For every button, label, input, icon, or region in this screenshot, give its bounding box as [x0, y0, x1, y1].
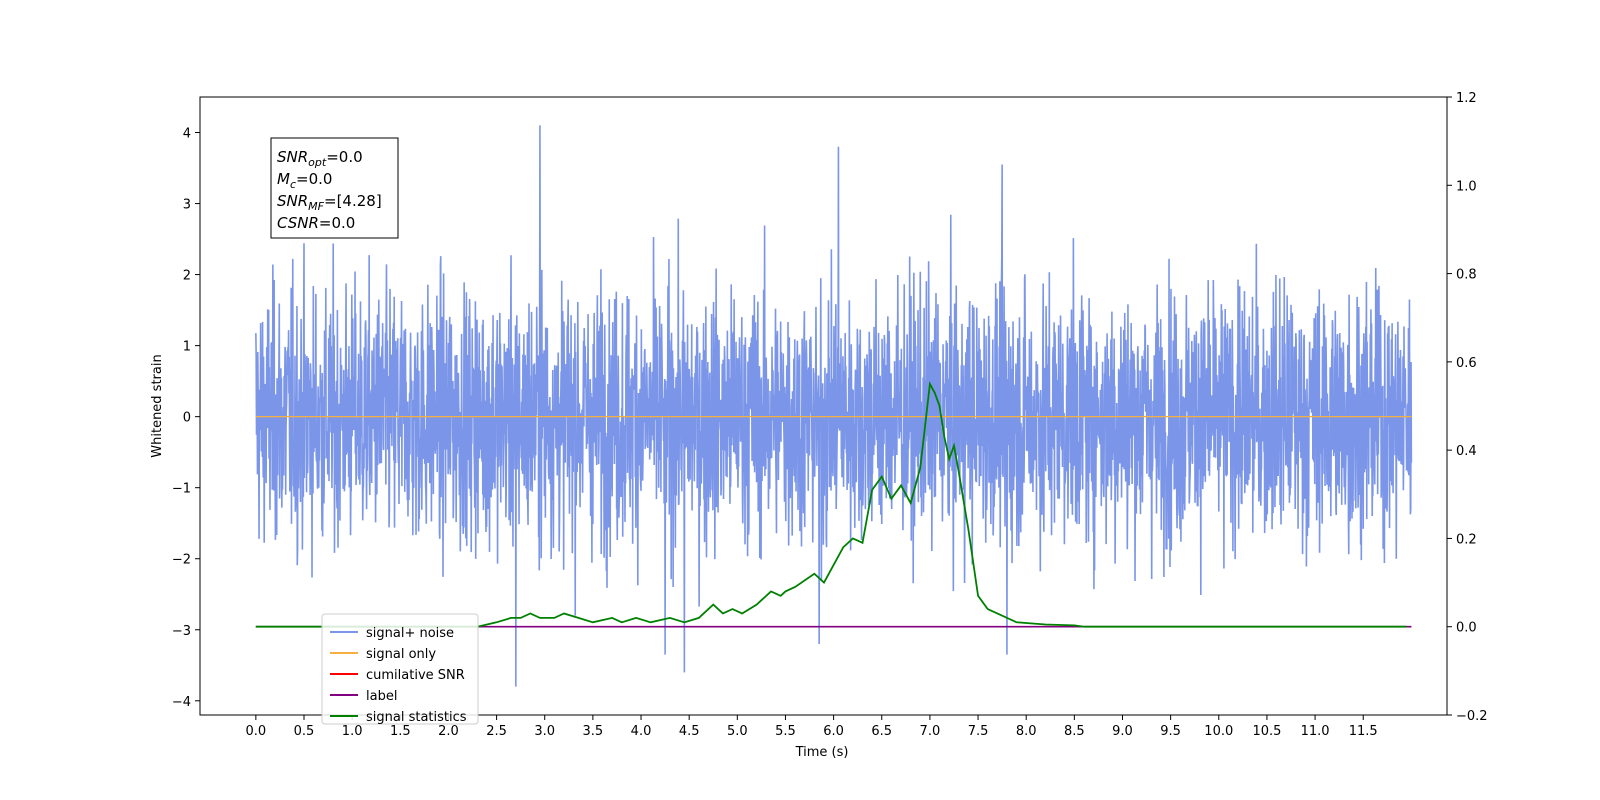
x-tick-label: 3.5	[583, 724, 604, 739]
annotation-line: SNRopt=0.0	[277, 148, 363, 169]
x-tick-label: 11.5	[1349, 724, 1378, 739]
x-tick-label: 7.0	[920, 724, 941, 739]
x-tick-label: 2.5	[486, 724, 507, 739]
x-tick-label: 10.5	[1252, 724, 1281, 739]
y-left-tick-label: 2	[183, 269, 191, 284]
y-right-tick-label: 1.2	[1456, 91, 1477, 106]
x-tick-label: 6.0	[823, 724, 844, 739]
plot-frame	[199, 96, 1448, 716]
legend-label: signal statistics	[366, 710, 467, 725]
x-tick-label: 0.0	[246, 724, 267, 739]
x-axis-label: Time (s)	[795, 745, 849, 760]
signal-statistics-line	[255, 381, 1407, 628]
y-left-tick-label: 4	[183, 127, 191, 142]
y-axis-label: Whitened strain	[150, 354, 165, 457]
x-tick-label: 4.0	[631, 724, 652, 739]
legend: signal+ noise signal only cumilative SNR la…	[321, 613, 479, 725]
x-tick-label: 4.5	[679, 724, 700, 739]
x-axis: 0.0 0.5 1.0 1.5 2.0 2.5 3.0 3.5 4.0 4.5 5.0 5.5 6.0 6…	[246, 715, 1378, 739]
x-tick-label: 10.0	[1204, 724, 1233, 739]
x-tick-label: 8.0	[1016, 724, 1037, 739]
legend-label: signal only	[366, 647, 436, 662]
x-tick-label: 11.0	[1301, 724, 1330, 739]
legend-label: label	[366, 689, 397, 704]
legend-label: cumilative SNR	[366, 668, 465, 683]
signal-noise-series	[255, 125, 1413, 687]
legend-label: signal+ noise	[366, 626, 454, 641]
annotation-line: Mc=0.0	[277, 170, 332, 191]
y-axis-left: 4 3 2 1 0 −1 −2 −3 −4	[172, 127, 200, 710]
y-right-tick-label: 0.6	[1456, 356, 1477, 371]
y-right-tick-label: 0.2	[1456, 532, 1477, 547]
signal-noise-line	[255, 125, 1413, 687]
annotation-line: SNRMF=[4.28]	[277, 192, 382, 213]
x-tick-label: 3.0	[534, 724, 555, 739]
x-tick-label: 5.5	[775, 724, 796, 739]
y-right-tick-label: 0.8	[1456, 268, 1477, 283]
x-tick-label: 9.5	[1160, 724, 1181, 739]
x-tick-label: 8.5	[1064, 724, 1085, 739]
x-tick-label: 6.5	[871, 724, 892, 739]
y-left-tick-label: −1	[172, 482, 191, 497]
y-right-tick-label: 0.0	[1456, 621, 1477, 636]
y-left-tick-label: 1	[183, 340, 191, 355]
y-right-tick-label: 0.4	[1456, 444, 1477, 459]
y-left-tick-label: −2	[172, 553, 191, 568]
y-right-tick-label: −0.2	[1456, 709, 1488, 724]
y-left-tick-label: −3	[172, 624, 191, 639]
annotation-line: CSNR=0.0	[277, 214, 355, 232]
x-tick-label: 0.5	[294, 724, 315, 739]
x-tick-label: 1.0	[342, 724, 363, 739]
y-axis-right: 1.2 1.0 0.8 0.6 0.4 0.2 0.0 −0.2	[1447, 91, 1488, 724]
y-right-tick-label: 1.0	[1456, 179, 1477, 194]
y-left-tick-label: 0	[183, 411, 191, 426]
y-left-tick-label: −4	[172, 695, 191, 710]
x-tick-label: 2.0	[438, 724, 459, 739]
x-tick-label: 5.0	[727, 724, 748, 739]
x-tick-label: 1.5	[390, 724, 411, 739]
x-tick-label: 7.5	[968, 724, 989, 739]
y-left-tick-label: 3	[183, 198, 191, 213]
x-tick-label: 9.0	[1112, 724, 1133, 739]
